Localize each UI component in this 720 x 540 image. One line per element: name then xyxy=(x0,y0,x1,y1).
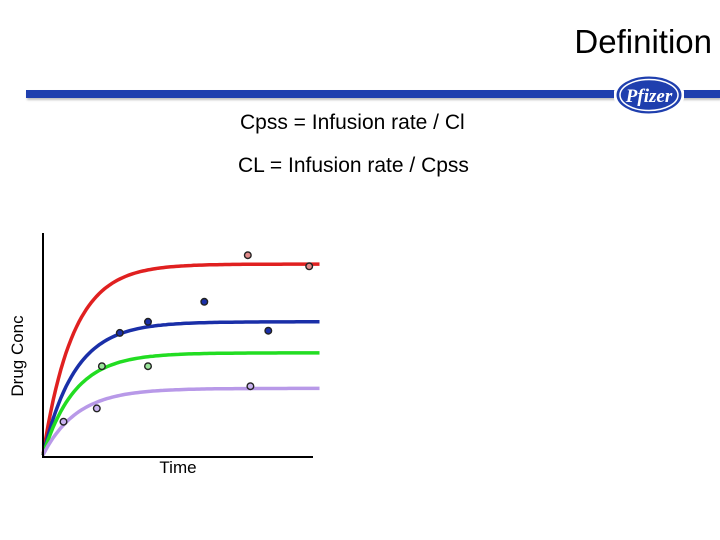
data-point-5 xyxy=(115,328,124,337)
formula-cl: CL = Infusion rate / Cpss xyxy=(238,154,469,177)
slide-title: Definition xyxy=(574,23,712,60)
data-point-9 xyxy=(246,382,255,391)
data-point-2 xyxy=(305,262,314,271)
curve-1 xyxy=(41,262,320,456)
curve-3 xyxy=(41,351,320,456)
x-axis-title: Time xyxy=(159,458,196,477)
data-point-7 xyxy=(143,362,152,371)
data-point-3 xyxy=(200,297,209,306)
title-rule xyxy=(26,90,720,98)
pfizer-logo-text: Pfizer xyxy=(625,86,673,107)
data-point-10 xyxy=(92,404,101,413)
pfizer-logo: Pfizer xyxy=(614,73,684,117)
data-point-8 xyxy=(97,362,106,371)
point-layer xyxy=(59,251,314,426)
curve-2 xyxy=(41,320,320,456)
curve-layer xyxy=(41,262,320,456)
data-point-4 xyxy=(143,317,152,326)
formula-cpss: Cpss = Infusion rate / Cl xyxy=(240,111,465,134)
y-axis-title: Drug Conc xyxy=(8,315,27,397)
curve-4 xyxy=(41,386,320,456)
data-point-1 xyxy=(243,251,252,260)
data-point-6 xyxy=(264,326,273,335)
data-point-11 xyxy=(59,417,68,426)
